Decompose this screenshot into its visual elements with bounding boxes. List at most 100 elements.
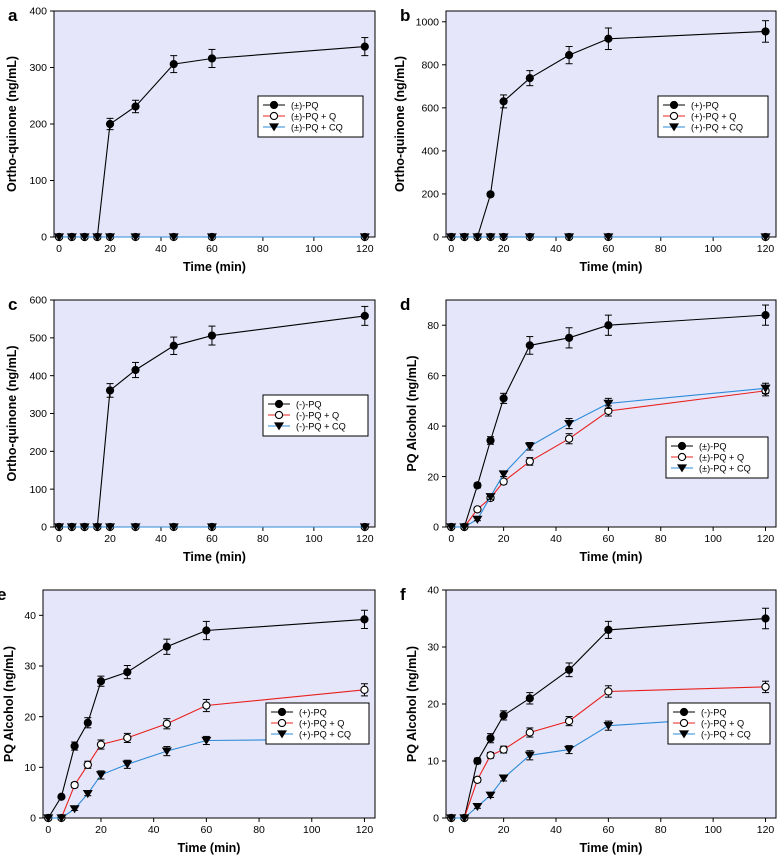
data-point <box>525 728 534 737</box>
data-point <box>472 233 483 242</box>
data-point <box>206 233 217 242</box>
data-point <box>202 701 211 710</box>
data-point <box>92 233 103 242</box>
data-point <box>485 791 496 800</box>
legend-entry: (-)-PQ <box>701 707 727 717</box>
legend-entry: (-)-PQ + CQ <box>701 729 751 739</box>
data-point <box>131 102 140 111</box>
legend-marker <box>277 718 287 728</box>
data-point <box>485 233 496 242</box>
series-3 <box>54 233 370 242</box>
data-point <box>564 51 574 60</box>
legend-entry: (+)-PQ + Q <box>299 718 344 728</box>
data-point <box>123 733 132 743</box>
x-tick-label: 40 <box>148 824 160 836</box>
x-tick-label: 20 <box>95 824 107 836</box>
data-point <box>43 814 54 823</box>
y-tick-label: 20 <box>427 699 439 711</box>
data-point <box>360 311 369 320</box>
data-point <box>161 747 172 756</box>
data-point <box>459 814 470 823</box>
x-tick-label: 60 <box>603 243 615 255</box>
x-tick-label: 20 <box>104 533 116 545</box>
data-point <box>446 523 457 532</box>
y-tick-label: 0 <box>41 232 47 244</box>
y-tick-label: 200 <box>421 189 439 201</box>
data-point <box>96 677 106 686</box>
y-tick-label: 600 <box>29 295 47 307</box>
legend-marker <box>676 464 688 473</box>
data-point <box>169 341 178 350</box>
data-point <box>525 341 534 350</box>
x-tick-label: 120 <box>757 533 775 545</box>
y-tick-label: 80 <box>427 320 439 332</box>
x-tick-label: 40 <box>550 243 562 255</box>
data-point <box>162 642 171 651</box>
x-tick-label: 0 <box>448 533 454 545</box>
x-tick-label: 40 <box>155 533 167 545</box>
data-point <box>79 233 90 242</box>
x-tick-label: 0 <box>56 533 62 545</box>
data-point <box>130 523 141 532</box>
y-tick-label: 0 <box>433 813 439 825</box>
data-point <box>761 682 770 692</box>
data-point <box>564 333 574 342</box>
data-point <box>486 190 495 199</box>
data-point <box>564 419 575 428</box>
series-1 <box>447 304 770 532</box>
y-tick-label: 600 <box>421 103 439 115</box>
y-tick-label: 800 <box>421 60 439 72</box>
data-point <box>564 233 575 242</box>
y-tick-label: 400 <box>29 370 47 382</box>
data-point <box>604 34 613 43</box>
y-tick-label: 10 <box>427 756 439 768</box>
panel-d: d 0 20 40 60 80 100 120 0 20 40 60 80 Time (min) PQ Al… <box>400 295 777 564</box>
data-point <box>564 745 575 755</box>
y-tick-label: 100 <box>29 175 47 187</box>
data-point <box>603 233 614 242</box>
data-point <box>162 719 171 728</box>
legend-marker <box>268 123 280 132</box>
data-point <box>564 716 574 726</box>
data-point <box>486 751 495 760</box>
x-tick-label: 40 <box>550 533 562 545</box>
data-point <box>105 119 115 129</box>
legend-marker <box>679 707 689 717</box>
data-point <box>70 741 79 751</box>
panel-label: d <box>400 295 410 314</box>
legend-marker <box>669 111 679 121</box>
y-tick-label: 0 <box>433 522 439 534</box>
data-point <box>83 760 92 769</box>
x-tick-label: 120 <box>356 824 374 836</box>
x-tick-label: 120 <box>757 824 775 836</box>
data-point <box>54 523 65 532</box>
series-3 <box>446 233 771 242</box>
y-axis-label: Ortho-quinone (ng/mL) <box>5 56 19 192</box>
x-tick-label: 60 <box>206 533 218 545</box>
data-point <box>499 394 508 403</box>
panel-b: b 0 20 40 60 80 100 120 0 200 400 600 800 1000 Time (m… <box>393 6 777 274</box>
panel-label: e <box>0 585 6 604</box>
data-point <box>473 481 482 490</box>
legend-marker <box>678 730 690 739</box>
panel-c: c 0 20 40 60 80 100 120 0 100 200 300 400 500 600 Time … <box>5 295 376 564</box>
legend-entry: (±)-PQ + Q <box>699 452 744 462</box>
data-point <box>130 233 141 242</box>
x-tick-label: 20 <box>104 243 116 255</box>
legend-marker <box>269 100 279 110</box>
data-point <box>92 523 103 532</box>
data-point <box>95 771 106 780</box>
x-axis-label: Time (min) <box>183 260 246 274</box>
y-tick-label: 100 <box>29 484 47 496</box>
data-point <box>485 493 496 502</box>
data-point <box>459 233 470 242</box>
x-tick-label: 60 <box>201 824 213 836</box>
data-point <box>564 434 574 443</box>
panel-f: f 0 20 40 60 80 100 120 0 10 20 30 40 Time (min) PQ Al… <box>400 585 777 855</box>
x-tick-label: 120 <box>356 243 374 255</box>
series-3 <box>54 523 370 532</box>
data-point <box>169 60 178 69</box>
data-point <box>604 687 613 696</box>
legend: (+)-PQ(+)-PQ + Q(+)-PQ + CQ <box>265 702 370 745</box>
x-tick-label: 100 <box>305 243 323 255</box>
